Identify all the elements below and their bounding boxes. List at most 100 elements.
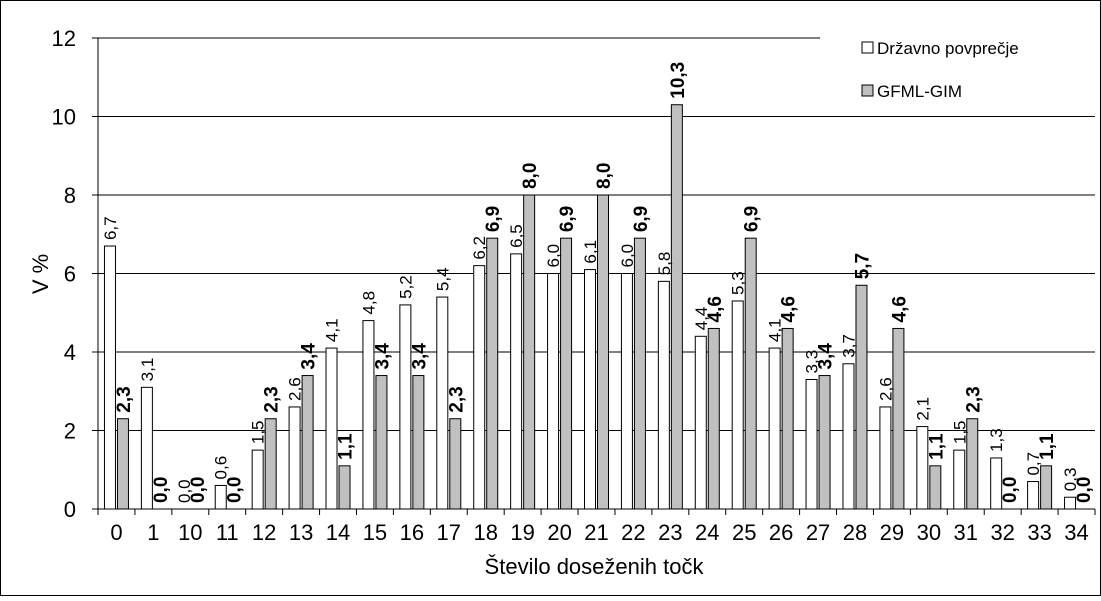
data-label-gfml-gim: 2,3 xyxy=(963,386,984,412)
bar-drzavno xyxy=(732,301,743,509)
x-tick-label: 20 xyxy=(547,520,571,545)
y-axis-title: V % xyxy=(28,254,53,294)
y-tick-label: 0 xyxy=(64,497,76,522)
bar-gfml-gim xyxy=(671,105,682,509)
data-label-gfml-gim: 0,0 xyxy=(188,477,209,503)
data-label-gfml-gim: 10,3 xyxy=(668,62,689,99)
x-tick-label: 31 xyxy=(954,520,978,545)
bar-gfml-gim xyxy=(376,376,387,509)
x-tick-label: 14 xyxy=(326,520,350,545)
data-label-gfml-gim: 6,9 xyxy=(742,206,763,232)
data-label-drzavno: 5,4 xyxy=(433,267,452,291)
bar-drzavno xyxy=(954,450,965,509)
x-tick-label: 33 xyxy=(1027,520,1051,545)
x-tick-label: 1 xyxy=(147,520,159,545)
data-label-gfml-gim: 2,3 xyxy=(262,386,283,412)
data-label-drzavno: 2,6 xyxy=(876,377,895,401)
data-label-gfml-gim: 0,0 xyxy=(1000,477,1021,503)
x-tick-label: 30 xyxy=(917,520,941,545)
x-tick-label: 12 xyxy=(252,520,276,545)
bar-drzavno xyxy=(585,270,596,509)
data-label-drzavno: 6,7 xyxy=(101,216,120,240)
x-tick-label: 16 xyxy=(400,520,424,545)
bar-gfml-gim xyxy=(930,466,941,509)
data-label-drzavno: 5,8 xyxy=(655,252,674,276)
data-label-drzavno: 5,3 xyxy=(729,271,748,295)
bar-drzavno xyxy=(880,407,891,509)
bar-gfml-gim xyxy=(634,238,645,509)
x-tick-label: 11 xyxy=(216,520,239,545)
data-label-drzavno: 6,2 xyxy=(470,236,489,260)
bar-gfml-gim xyxy=(450,419,461,509)
y-tick-label: 2 xyxy=(64,419,76,444)
x-tick-label: 23 xyxy=(658,520,682,545)
data-label-drzavno: 1,5 xyxy=(249,420,268,444)
data-label-gfml-gim: 6,9 xyxy=(631,206,652,232)
data-label-drzavno: 5,2 xyxy=(396,275,415,299)
data-label-gfml-gim: 2,3 xyxy=(446,386,467,412)
data-label-drzavno: 4,1 xyxy=(323,318,342,342)
bar-gfml-gim xyxy=(561,238,572,509)
data-label-gfml-gim: 0,0 xyxy=(151,477,172,503)
legend-label-drzavno: Državno povprečje xyxy=(877,39,1019,58)
bar-drzavno xyxy=(621,274,632,510)
data-label-drzavno: 3,1 xyxy=(138,358,157,382)
bar-gfml-gim xyxy=(893,328,904,509)
x-tick-label: 10 xyxy=(178,520,202,545)
bar-drzavno xyxy=(474,266,485,509)
data-label-drzavno: 2,6 xyxy=(286,377,305,401)
legend-swatch-gfml-gim xyxy=(862,85,873,96)
bar-drzavno xyxy=(326,348,337,509)
data-label-gfml-gim: 8,0 xyxy=(520,163,541,189)
bar-drzavno xyxy=(400,305,411,509)
y-tick-label: 12 xyxy=(52,26,76,51)
bar-gfml-gim xyxy=(708,328,719,509)
x-tick-label: 28 xyxy=(843,520,867,545)
bar-drzavno xyxy=(252,450,263,509)
bar-drzavno xyxy=(843,364,854,509)
bar-drzavno xyxy=(1028,482,1039,509)
bar-gfml-gim xyxy=(339,466,350,509)
bar-drzavno xyxy=(548,274,559,510)
data-label-gfml-gim: 3,4 xyxy=(372,343,393,370)
data-label-gfml-gim: 6,9 xyxy=(483,206,504,232)
data-label-drzavno: 4,8 xyxy=(359,291,378,315)
data-label-drzavno: 3,7 xyxy=(839,334,858,358)
bar-drzavno xyxy=(695,336,706,509)
bar-gfml-gim xyxy=(117,419,128,509)
legend-swatch-drzavno xyxy=(862,42,873,53)
bar-drzavno xyxy=(104,246,115,509)
x-tick-label: 34 xyxy=(1064,520,1088,545)
x-tick-label: 22 xyxy=(621,520,645,545)
data-label-drzavno: 1,3 xyxy=(987,428,1006,452)
data-label-drzavno: 2,1 xyxy=(913,397,932,421)
bar-gfml-gim xyxy=(413,376,424,509)
data-label-gfml-gim: 1,1 xyxy=(926,433,947,460)
bar-drzavno xyxy=(769,348,780,509)
bar-drzavno xyxy=(806,379,817,509)
data-label-drzavno: 6,1 xyxy=(581,240,600,264)
data-label-gfml-gim: 4,6 xyxy=(889,296,910,322)
x-tick-label: 27 xyxy=(806,520,830,545)
x-tick-label: 25 xyxy=(732,520,756,545)
legend-label-gfml-gim: GFML-GIM xyxy=(877,82,962,101)
data-label-gfml-gim: 0,0 xyxy=(1074,477,1095,503)
data-label-gfml-gim: 0,0 xyxy=(225,477,246,503)
x-tick-label: 18 xyxy=(473,520,497,545)
x-axis-title: Število doseženih točk xyxy=(485,554,705,579)
data-label-drzavno: 6,5 xyxy=(507,224,526,248)
data-label-drzavno: 0,6 xyxy=(212,456,231,480)
data-label-drzavno: 6,0 xyxy=(544,244,563,268)
data-label-gfml-gim: 1,1 xyxy=(336,433,357,460)
bar-drzavno xyxy=(289,407,300,509)
data-label-gfml-gim: 5,7 xyxy=(852,253,873,279)
bar-drzavno xyxy=(511,254,522,509)
data-label-gfml-gim: 1,1 xyxy=(1037,433,1058,460)
x-tick-label: 29 xyxy=(880,520,904,545)
bar-gfml-gim xyxy=(487,238,498,509)
data-label-gfml-gim: 6,9 xyxy=(557,206,578,232)
x-tick-label: 13 xyxy=(289,520,313,545)
bar-gfml-gim xyxy=(819,376,830,509)
data-label-gfml-gim: 2,3 xyxy=(114,386,135,412)
